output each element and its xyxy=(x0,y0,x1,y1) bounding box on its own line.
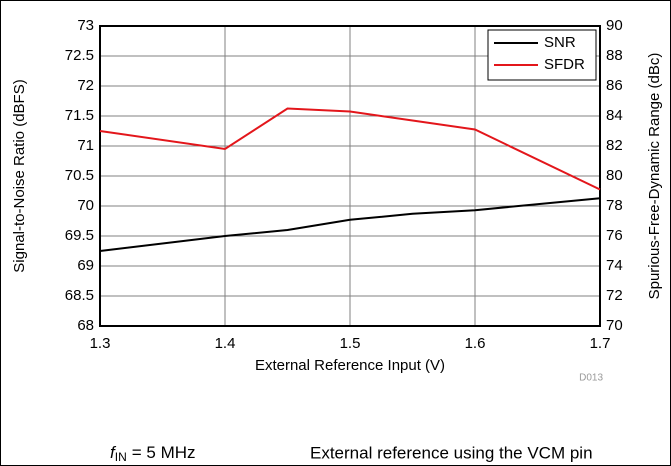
plot-frame xyxy=(99,25,601,327)
y-tick-label: 69 xyxy=(77,257,94,274)
y-tick-label: 73 xyxy=(77,17,94,34)
y-tick-label: 68.5 xyxy=(65,287,94,304)
x-tick-label: 1.6 xyxy=(465,335,486,352)
y2-tick-label: 90 xyxy=(606,17,623,34)
legend-label: SNR xyxy=(544,34,576,51)
y2-tick-label: 72 xyxy=(606,287,623,304)
x-axis-label: External Reference Input (V) xyxy=(255,357,445,374)
y2-tick-label: 84 xyxy=(606,107,623,124)
y-tick-label: 70.5 xyxy=(65,167,94,184)
y-tick-label: 71.5 xyxy=(65,107,94,124)
y-tick-label: 72.5 xyxy=(65,47,94,64)
y2-tick-label: 74 xyxy=(606,257,623,274)
y-tick-label: 71 xyxy=(77,137,94,154)
y-axis-label: Signal-to-Noise Ratio (dBFS) xyxy=(11,79,28,272)
series-line xyxy=(99,197,601,252)
footnote-right: External reference using the VCM pin xyxy=(310,443,593,462)
y2-tick-label: 76 xyxy=(606,227,623,244)
series-line xyxy=(99,107,601,191)
y2-tick-label: 82 xyxy=(606,137,623,154)
y2-tick-label: 88 xyxy=(606,47,623,64)
y2-tick-label: 80 xyxy=(606,167,623,184)
y-tick-label: 69.5 xyxy=(65,227,94,244)
y2-axis-label: Spurious-Free-Dynamic Range (dBc) xyxy=(646,53,663,300)
footnote-left: fIN = 5 MHz xyxy=(110,443,196,464)
y-tick-label: 72 xyxy=(77,77,94,94)
figure-code: D013 xyxy=(579,373,603,384)
x-tick-label: 1.5 xyxy=(340,335,361,352)
legend-box xyxy=(487,29,597,81)
y-tick-label: 70 xyxy=(77,197,94,214)
y2-tick-label: 78 xyxy=(606,197,623,214)
x-tick-label: 1.4 xyxy=(215,335,236,352)
x-tick-label: 1.7 xyxy=(590,335,611,352)
y-tick-label: 68 xyxy=(77,317,94,334)
y2-tick-label: 70 xyxy=(606,317,623,334)
x-tick-label: 1.3 xyxy=(90,335,111,352)
legend-label: SFDR xyxy=(544,56,585,73)
y2-tick-label: 86 xyxy=(606,77,623,94)
